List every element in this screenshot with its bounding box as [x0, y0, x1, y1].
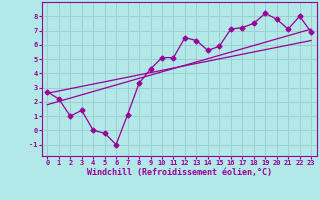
X-axis label: Windchill (Refroidissement éolien,°C): Windchill (Refroidissement éolien,°C): [87, 168, 272, 177]
